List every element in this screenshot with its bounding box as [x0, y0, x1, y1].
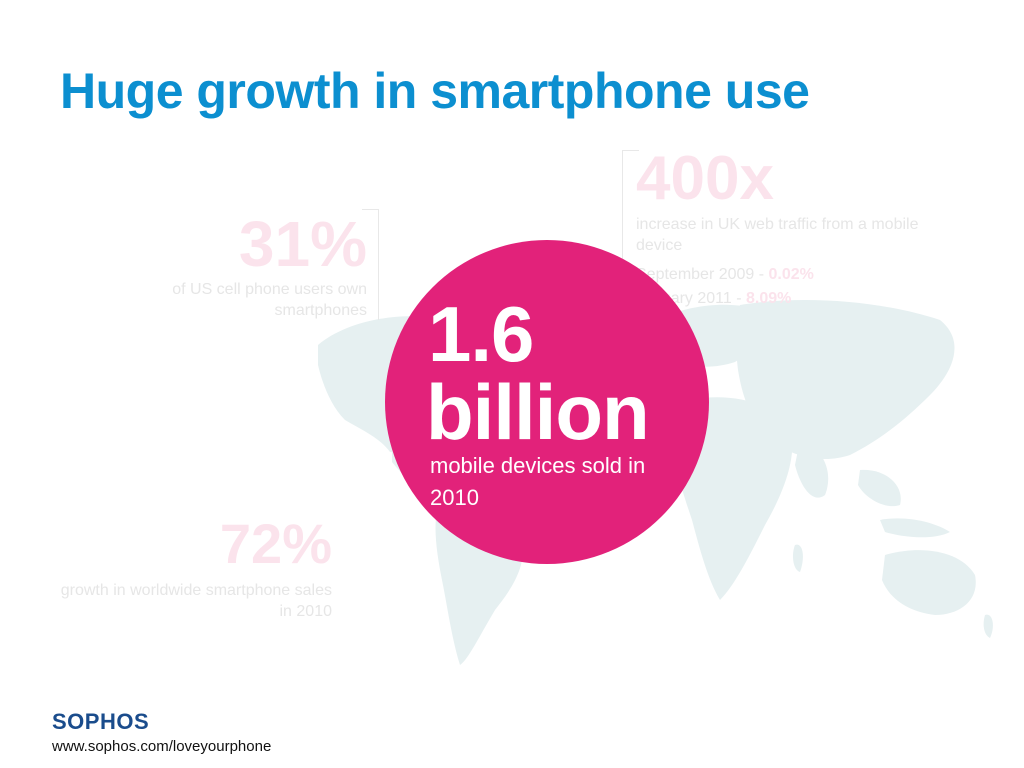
- sophos-logo: SOPHOS: [52, 709, 150, 734]
- stat-us-users-value: 31%: [238, 208, 367, 280]
- stat-devices-description: mobile devices sold in 2010: [430, 453, 646, 510]
- footer-url: www.sophos.com/loveyourphone: [52, 738, 272, 755]
- stat-devices-value: 1.6: [428, 290, 534, 378]
- stat-growth-description: growth in worldwide smartphone sales in …: [60, 582, 332, 620]
- stat-devices-unit: billion: [426, 368, 650, 456]
- stat-uk-traffic-description: increase in UK web traffic from a mobile…: [636, 216, 919, 254]
- stat-us-users-description: of US cell phone users own smartphones: [172, 281, 367, 319]
- bracket-divider: [362, 209, 379, 320]
- stat-uk-traffic-value: 400x: [636, 144, 774, 213]
- stat-uk-traffic-row-2009: September 2009 - 0.02%: [636, 266, 814, 284]
- stat-growth-value: 72%: [219, 512, 332, 575]
- stat-row-label: September 2009 -: [636, 266, 769, 283]
- slide-title: Huge growth in smartphone use: [60, 63, 810, 119]
- stat-row-value: 8.09%: [746, 290, 792, 307]
- bracket-divider: [622, 150, 639, 311]
- stat-row-value: 0.02%: [768, 266, 814, 283]
- highlight-circle: [385, 240, 709, 564]
